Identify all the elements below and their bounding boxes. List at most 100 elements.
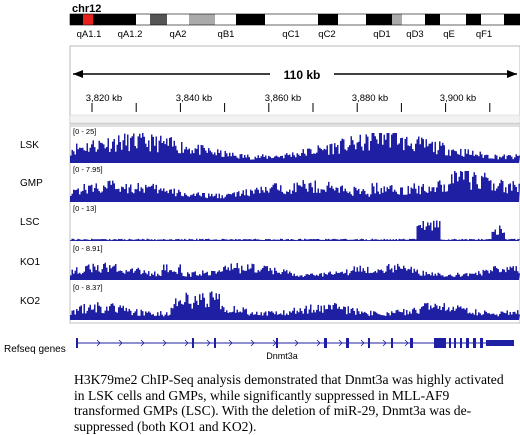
genome-browser-view: chr12 qA1.1 qA1.2 qA2 qB1 qC1 qC2 qD1 qD3 qE qF1 …: [4, 3, 520, 361]
ruler-tick-label: 3,900 kb: [440, 93, 476, 104]
exon: [480, 338, 483, 348]
exon: [410, 338, 413, 348]
ideogram-band: [150, 14, 167, 25]
ideogram-band: [136, 14, 150, 25]
ruler-tick-label: 3,860 kb: [265, 93, 301, 104]
current-region-marker: [83, 14, 93, 25]
chromosome-ideogram[interactable]: [69, 13, 520, 26]
ruler-tick-label: 3,840 kb: [176, 93, 212, 104]
utr: [486, 340, 514, 346]
exon: [324, 338, 327, 348]
band-label: qE: [443, 29, 455, 40]
strand-arrow: [162, 339, 167, 347]
strand-arrow: [316, 339, 321, 347]
strand-arrow: [360, 339, 365, 347]
ideogram-band: [440, 14, 466, 25]
track-gmp[interactable]: GMP [0 - 7.95]: [20, 165, 520, 202]
figure-caption: H3K79me2 ChIP-Seq analysis demonstrated …: [74, 372, 504, 434]
exon: [214, 338, 216, 348]
band-label: qC2: [318, 29, 335, 40]
strand-arrow: [118, 339, 123, 347]
ideogram-band: [189, 14, 215, 25]
ruler-panel: [69, 45, 520, 125]
band-label: qA1.1: [77, 29, 102, 40]
ideogram-band: [466, 14, 481, 25]
ideogram-band: [425, 14, 440, 25]
ideogram-band: [93, 14, 136, 25]
track-range: [0 - 25]: [73, 127, 96, 136]
exon: [391, 338, 393, 348]
ideogram-band: [265, 14, 318, 25]
exon: [449, 338, 451, 348]
track-ko1[interactable]: KO1 [0 - 8.91]: [20, 244, 520, 280]
band-labels: qA1.1 qA1.2 qA2 qB1 qC1 qC2 qD1 qD3 qE qF1: [77, 29, 493, 40]
coverage-signal: [70, 220, 520, 241]
strand-arrow: [404, 339, 409, 347]
strand-arrow: [250, 339, 255, 347]
track-range: [0 - 13]: [73, 204, 96, 213]
strand-arrow: [96, 339, 101, 347]
exon: [346, 338, 349, 348]
exon: [454, 338, 456, 348]
track-range: [0 - 8.37]: [73, 283, 103, 292]
track-range: [0 - 7.95]: [73, 165, 103, 174]
exon: [368, 338, 370, 348]
ideogram-band: [392, 14, 402, 25]
ideogram-band: [504, 14, 520, 25]
strand-arrow: [184, 339, 189, 347]
coverage-signal: [70, 262, 520, 280]
gene-track-label: Refseq genes: [4, 344, 66, 355]
strand-arrow: [140, 339, 145, 347]
track-name: KO1: [20, 257, 40, 268]
ideogram-band: [167, 14, 189, 25]
band-label: qD1: [373, 29, 390, 40]
ideogram-band: [338, 14, 366, 25]
ideogram-band: [366, 14, 392, 25]
track-lsk[interactable]: LSK [0 - 25]: [20, 127, 520, 163]
exon: [276, 338, 278, 348]
ideogram-band: [318, 14, 338, 25]
exon: [460, 338, 462, 348]
exon: [76, 338, 78, 348]
track-name: LSC: [20, 217, 39, 228]
strand-arrow: [338, 339, 343, 347]
exon: [473, 338, 476, 348]
strand-arrow: [206, 339, 211, 347]
track-name: KO2: [20, 296, 40, 307]
ideogram-band: [402, 14, 425, 25]
ideogram-band: [481, 14, 504, 25]
coverage-signal: [70, 133, 520, 163]
ideogram-band: [236, 14, 265, 25]
ruler-tick-label: 3,880 kb: [352, 93, 388, 104]
gene-name: Dnmt3a: [266, 351, 298, 361]
band-label: qD3: [406, 29, 423, 40]
ruler-tick-label: 3,820 kb: [86, 93, 122, 104]
track-range: [0 - 8.91]: [73, 244, 103, 253]
band-label: qA1.2: [118, 29, 143, 40]
track-name: GMP: [20, 178, 43, 189]
chip-seq-tracks: LSK [0 - 25] GMP [0 - 7.95] LSC [0 - 13] KO1 [0…: [20, 127, 520, 320]
gene-model-dnmt3a[interactable]: [76, 338, 514, 348]
track-lsc[interactable]: LSC [0 - 13]: [20, 204, 520, 241]
track-ko2[interactable]: KO2 [0 - 8.37]: [20, 283, 520, 320]
chromosome-name: chr12: [72, 3, 101, 15]
strand-arrow: [294, 339, 299, 347]
band-label: qC1: [282, 29, 299, 40]
exon: [434, 338, 446, 348]
strand-arrow: [228, 339, 233, 347]
exon: [466, 338, 469, 348]
strand-arrow: [382, 339, 387, 347]
band-label: qF1: [476, 29, 492, 40]
ideogram-band: [215, 14, 236, 25]
exon: [192, 338, 194, 348]
coverage-signal: [70, 291, 520, 320]
ruler-scrollbar[interactable]: [69, 114, 520, 124]
span-label: 110 kb: [284, 68, 321, 82]
ideogram-band: [70, 14, 83, 25]
span-arrow: [73, 66, 517, 82]
band-label: qB1: [218, 29, 235, 40]
track-name: LSK: [20, 140, 39, 151]
band-label: qA2: [170, 29, 187, 40]
coverage-signal: [70, 171, 520, 202]
ruler-ticks: 3,820 kb 3,840 kb 3,860 kb 3,880 kb 3,900 kb: [86, 93, 491, 112]
